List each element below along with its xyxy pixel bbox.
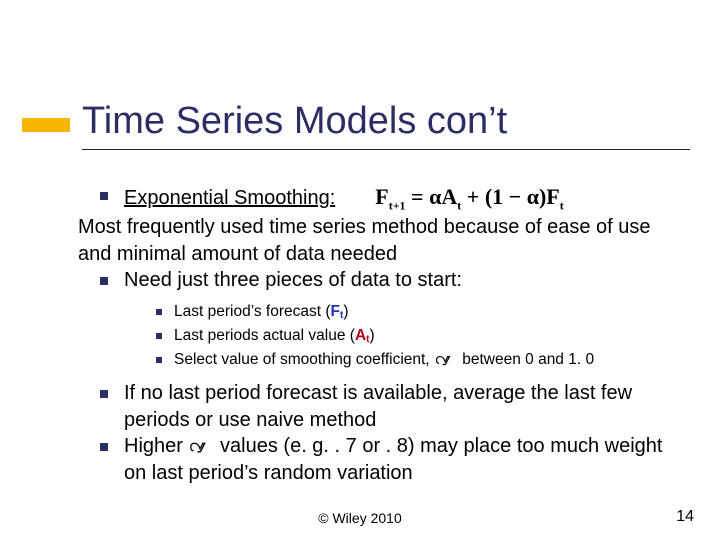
var-a: A xyxy=(355,327,366,344)
formula-lhs-var: F xyxy=(375,184,388,209)
sub3-post: between 0 and 1. 0 xyxy=(462,351,594,368)
page-number: 14 xyxy=(676,508,694,526)
var-a-sub: t xyxy=(366,334,369,345)
sub2-pre: Last periods actual value ( xyxy=(174,327,355,344)
text-higher: Higher values (e. g. . 7 or . 8) may pla… xyxy=(124,433,680,486)
square-bullet-icon xyxy=(156,357,162,363)
formula-rhs1-var: A xyxy=(441,184,457,209)
sub-bullet-2: Last periods actual value (At) xyxy=(78,325,680,347)
square-bullet-icon xyxy=(100,390,108,398)
bullet-higher-alpha: Higher values (e. g. . 7 or . 8) may pla… xyxy=(78,433,680,486)
body-content: Exponential Smoothing: Ft+1 = αAt + (1 −… xyxy=(78,182,680,486)
sub-bullet-3: Select value of smoothing coefficient, b… xyxy=(78,349,680,371)
sub-bullet-1: Last period’s forecast (Ft) xyxy=(78,301,680,323)
formula: Ft+1 = αAt + (1 − α)Ft xyxy=(375,182,564,214)
formula-rhs2-sub: t xyxy=(560,198,564,212)
square-bullet-icon xyxy=(100,192,108,200)
line-most-frequently: Most frequently used time series method … xyxy=(78,214,680,267)
formula-lhs-sub: t+1 xyxy=(389,198,406,212)
var-f: F xyxy=(331,303,340,320)
square-bullet-icon xyxy=(156,309,162,315)
footer-copyright: © Wiley 2010 xyxy=(0,510,720,526)
accent-bar xyxy=(22,118,70,132)
higher-pre: Higher xyxy=(124,435,188,457)
alpha-icon xyxy=(434,353,458,367)
spacer xyxy=(78,370,680,380)
square-bullet-icon xyxy=(100,443,108,451)
formula-plus: + xyxy=(461,184,485,209)
formula-eq: = xyxy=(406,184,430,209)
formula-paren-open: (1 − xyxy=(485,184,527,209)
text-if-no-forecast: If no last period forecast is available,… xyxy=(124,380,680,433)
bullet-if-no-forecast: If no last period forecast is available,… xyxy=(78,380,680,433)
sub1-pre: Last period’s forecast ( xyxy=(174,303,331,320)
bullet-need: Need just three pieces of data to start: xyxy=(78,267,680,293)
slide-title: Time Series Models con’t xyxy=(82,100,690,143)
sub2-text: Last periods actual value (At) xyxy=(174,325,375,347)
title-rule xyxy=(82,149,690,150)
sub3-text: Select value of smoothing coefficient, b… xyxy=(174,349,594,371)
formula-alpha2: α xyxy=(527,184,539,209)
text-most-frequently: Most frequently used time series method … xyxy=(78,214,680,267)
square-bullet-icon xyxy=(156,333,162,339)
slide: Time Series Models con’t Exponential Smo… xyxy=(0,0,720,540)
formula-alpha1: α xyxy=(429,184,441,209)
var-f-sub: t xyxy=(340,310,343,321)
sub3-pre: Select value of smoothing coefficient, xyxy=(174,351,434,368)
heading-line: Exponential Smoothing: Ft+1 = αAt + (1 −… xyxy=(124,182,564,214)
alpha-icon xyxy=(188,440,214,454)
spacer xyxy=(78,293,680,299)
text-need: Need just three pieces of data to start: xyxy=(124,267,462,293)
sub1-text: Last period’s forecast (Ft) xyxy=(174,301,349,323)
sub2-post: ) xyxy=(369,327,374,344)
title-block: Time Series Models con’t xyxy=(82,100,690,150)
heading-row: Exponential Smoothing: Ft+1 = αAt + (1 −… xyxy=(78,182,680,214)
exponential-smoothing-heading: Exponential Smoothing: xyxy=(124,185,335,211)
formula-rhs2-var: F xyxy=(546,184,559,209)
sub1-post: ) xyxy=(343,303,348,320)
square-bullet-icon xyxy=(100,277,108,285)
